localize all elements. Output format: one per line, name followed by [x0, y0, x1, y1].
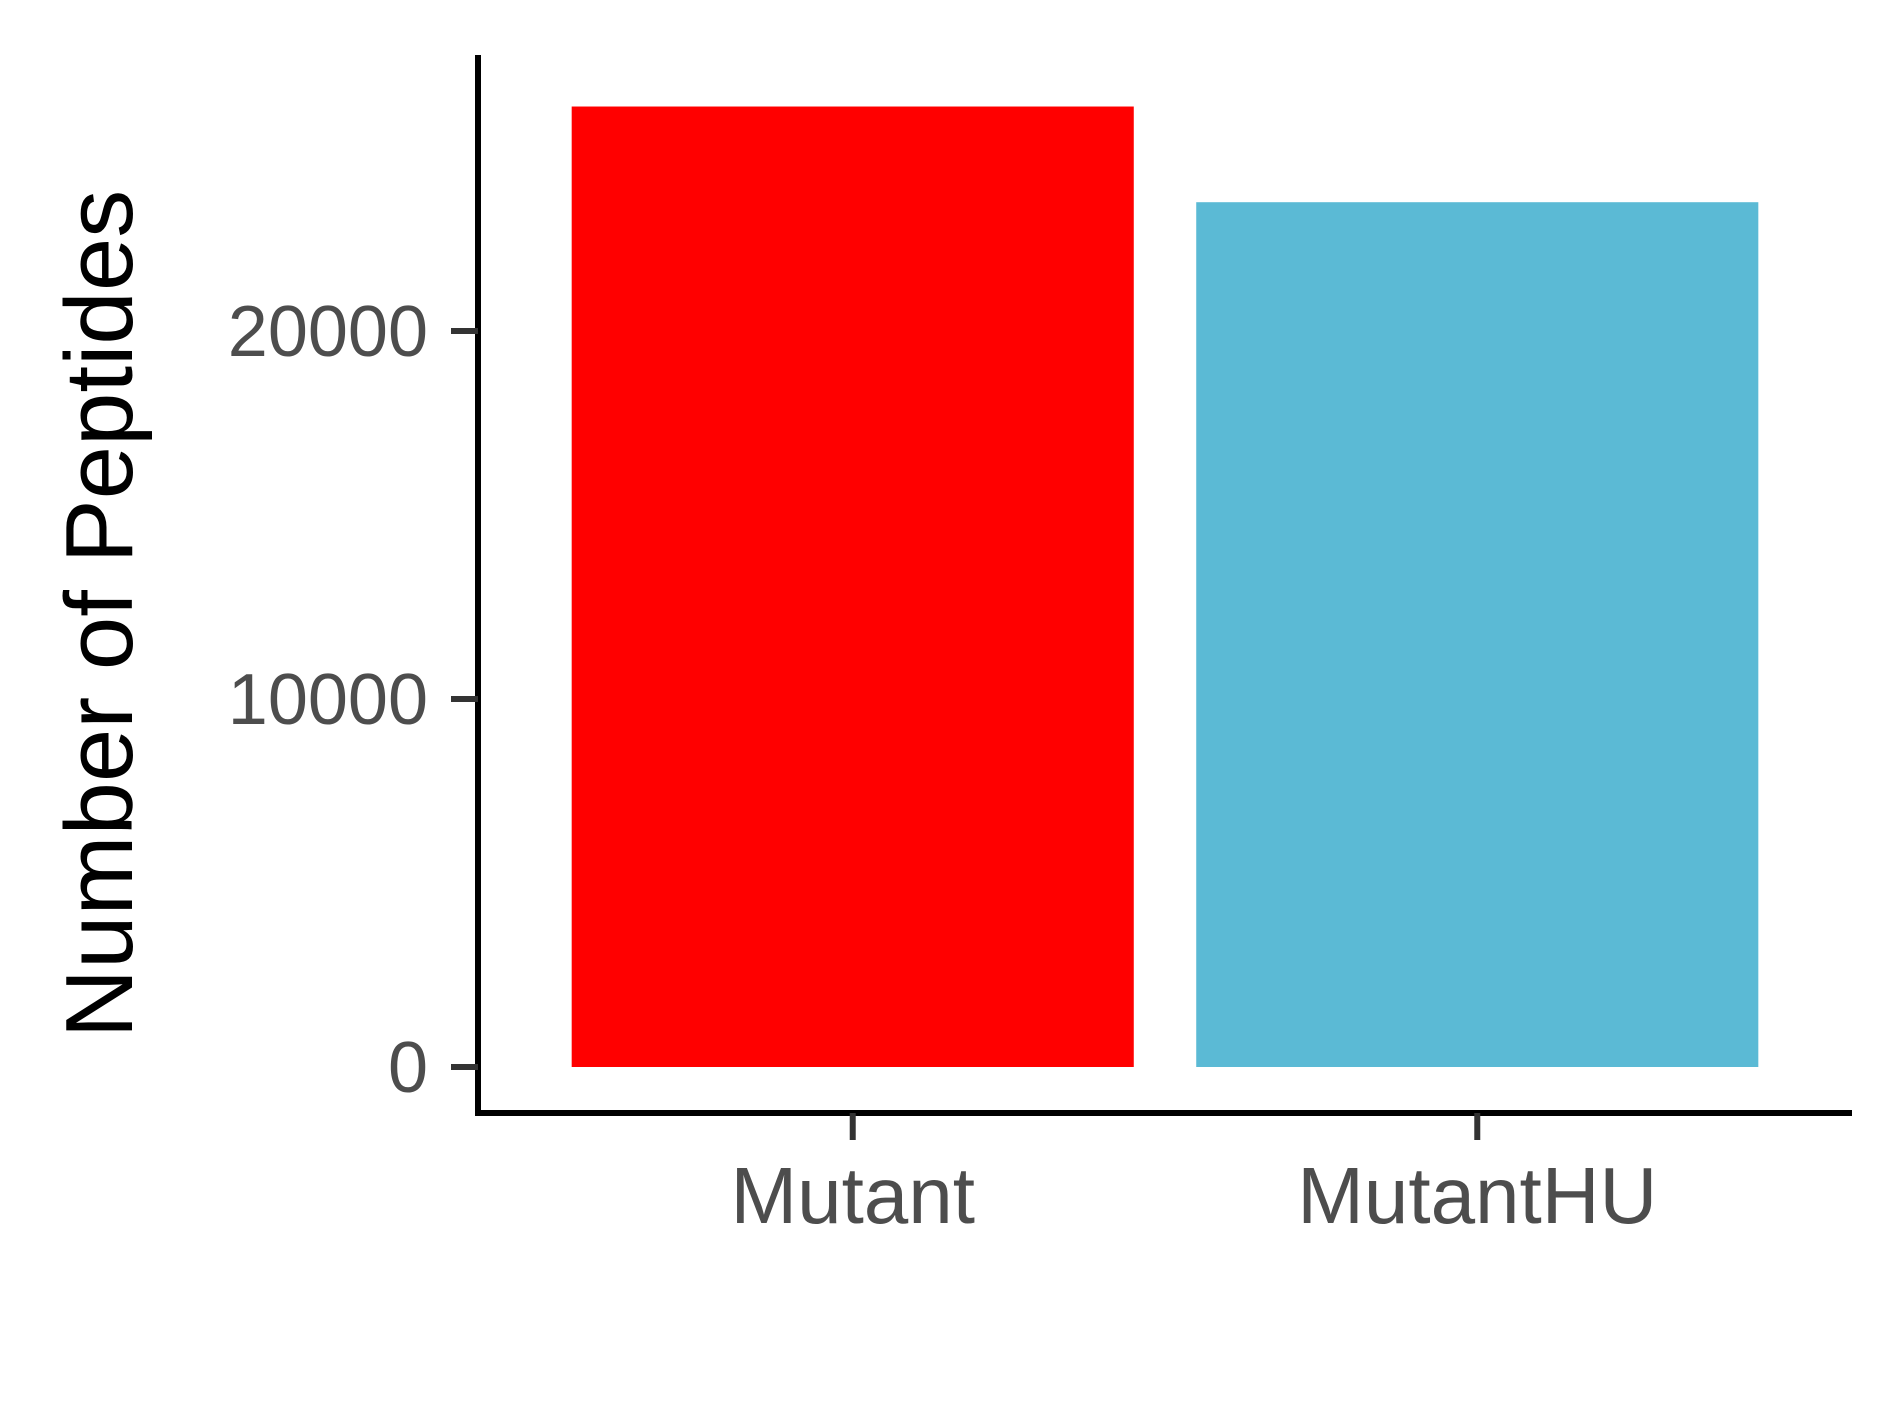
y-axis-title: Number of Peptides: [46, 190, 153, 1038]
y-tick-label: 0: [388, 1028, 428, 1108]
x-ticks: Mutant MutantHU: [730, 1113, 1657, 1240]
bar-mutanthu: [1196, 202, 1758, 1067]
y-ticks: 0 10000 20000: [228, 292, 478, 1108]
y-tick-label: 10000: [228, 660, 428, 740]
x-tick-label: Mutant: [730, 1151, 975, 1240]
bars-layer: [572, 107, 1759, 1067]
x-tick-label: MutantHU: [1297, 1151, 1657, 1240]
bar-mutant: [572, 107, 1134, 1067]
y-tick-label: 20000: [228, 292, 428, 372]
